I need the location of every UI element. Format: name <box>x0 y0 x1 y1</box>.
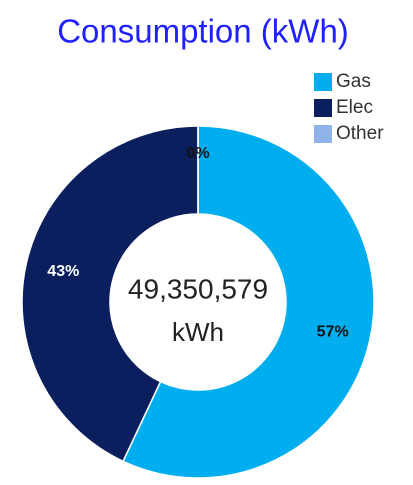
value-label: 0% <box>186 145 209 162</box>
legend-swatch <box>314 73 332 91</box>
value-label: 43% <box>47 263 79 280</box>
donut-slice <box>21 125 199 463</box>
center-value: 49,350,579 <box>128 273 268 304</box>
legend-label: Gas <box>336 71 371 92</box>
center-unit: kWh <box>172 317 224 347</box>
value-label: 57% <box>317 323 349 340</box>
legend-label: Elec <box>336 97 373 118</box>
legend-swatch <box>314 125 332 143</box>
chart-title: Consumption (kWh) <box>57 13 349 50</box>
donut-slice <box>122 125 375 479</box>
legend-swatch <box>314 99 332 117</box>
legend-label: Other <box>336 123 384 144</box>
